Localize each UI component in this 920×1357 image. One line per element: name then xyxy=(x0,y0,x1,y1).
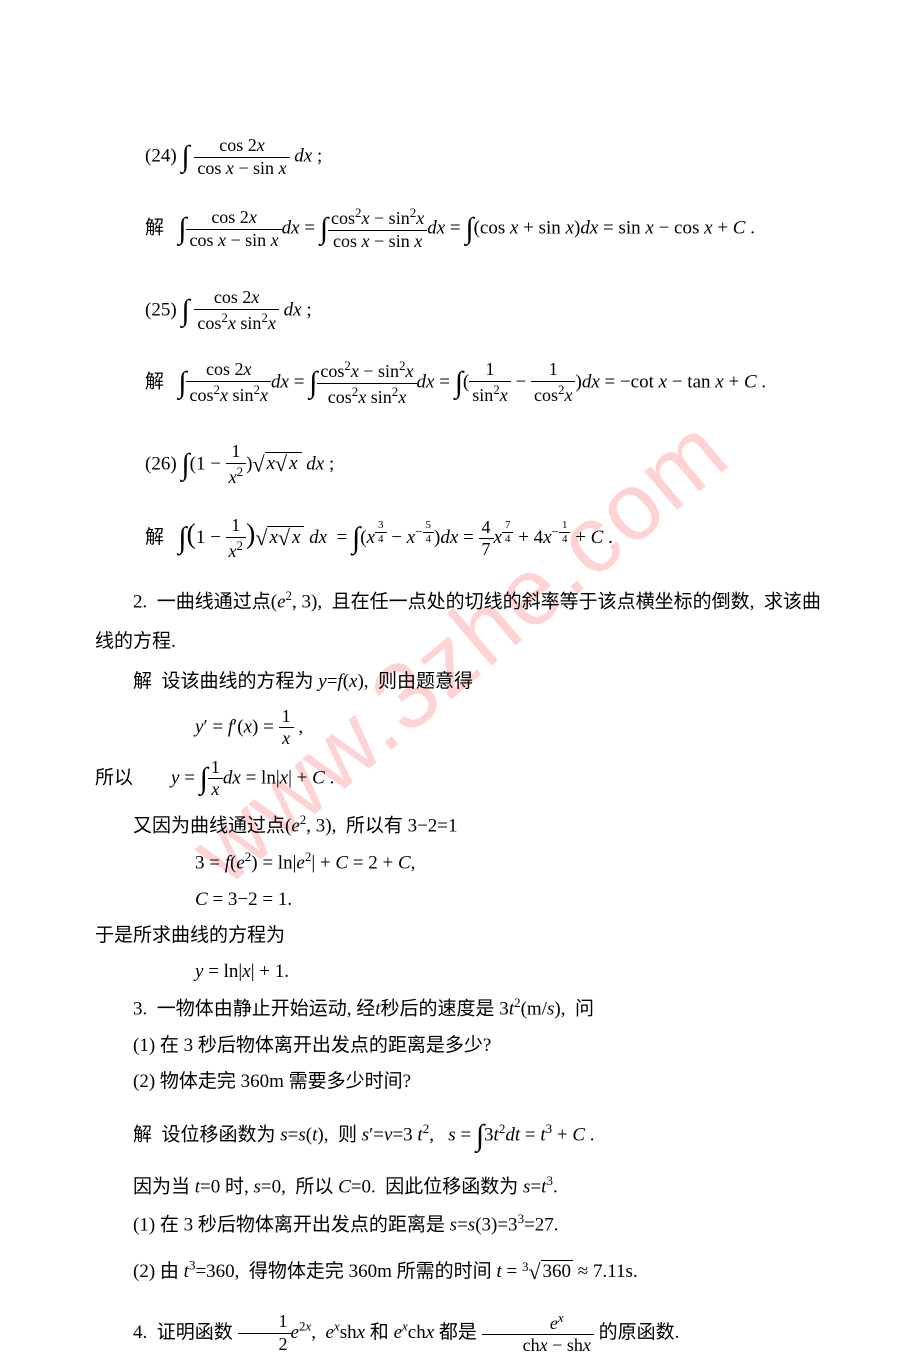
q2-l3: 又因为曲线通过点(e2, 3), 所以有 3−2=1 xyxy=(95,808,825,844)
q3-sol-3: (1) 在 3 秒后物体离开出发点的距离是 s=s(3)=33=27. xyxy=(95,1207,825,1243)
label-26: (26) xyxy=(145,453,177,474)
label-24: (24) xyxy=(145,145,177,166)
problem-26: (26) ∫(1 − 1x2)√x√x dx ; xyxy=(145,438,825,492)
solution-25: 解 ∫cos 2xcos2x sin2xdx = ∫cos2x − sin2xc… xyxy=(145,356,825,410)
problem-24: (24) ∫ cos 2xcos x − sin x dx ; xyxy=(145,130,825,184)
q2-sol-1: 解 设该曲线的方程为 y=f(x), 则由题意得 xyxy=(95,665,825,699)
sol-prefix: 解 xyxy=(145,527,164,548)
q2-text: 2. 一曲线通过点(e2, 3), 且在任一点处的切线的斜率等于该点横坐标的倒数… xyxy=(95,584,825,620)
solution-26: 解 ∫(1 − 1x2)√x√x dx = ∫(x34 − x−54)dx = … xyxy=(145,510,825,566)
sol-prefix: 解 xyxy=(145,371,164,392)
label-25: (25) xyxy=(145,299,177,320)
q2-so: 所以 y = ∫1xdx = ln|x| + C . xyxy=(95,752,825,806)
page-content: (24) ∫ cos 2xcos x − sin x dx ; 解 ∫cos 2… xyxy=(95,130,825,1357)
sol-prefix: 解 xyxy=(145,217,164,238)
q3-a: (1) 在 3 秒后物体离开出发点的距离是多少? xyxy=(95,1029,825,1063)
q2-l5: C = 3−2 = 1. xyxy=(95,883,825,917)
q2-l6: 于是所求曲线的方程为 xyxy=(95,919,825,953)
problem-25: (25) ∫ cos 2xcos2x sin2x dx ; xyxy=(145,284,825,338)
q2-eq1: y′ = f′(x) = 1x , xyxy=(95,706,825,750)
q3-text: 3. 一物体由静止开始运动, 经t秒后的速度是 3t2(m/s), 问 xyxy=(95,991,825,1027)
q2-text-b: 线的方程. xyxy=(95,625,825,659)
q4-text: 4. 证明函数 12e2x, exshx 和 exchx 都是 exchx − … xyxy=(95,1310,825,1357)
q3-sol-1: 解 设位移函数为 s=s(t), 则 s′=v=3 t2, s = ∫3t2dt… xyxy=(95,1109,825,1163)
solution-24: 解 ∫cos 2xcos x − sin xdx = ∫cos2x − sin2… xyxy=(145,202,825,256)
q3-b: (2) 物体走完 360m 需要多少时间? xyxy=(95,1065,825,1099)
q3-sol-4: (2) 由 t3=360, 得物体走完 360m 所需的时间 t = 3√360… xyxy=(95,1252,825,1292)
q2-l4: 3 = f(e2) = ln|e2| + C = 2 + C, xyxy=(95,845,825,881)
q3-sol-2: 因为当 t=0 时, s=0, 所以 C=0. 因此位移函数为 s=t3. xyxy=(95,1169,825,1205)
q2-l7: y = ln|x| + 1. xyxy=(95,955,825,989)
